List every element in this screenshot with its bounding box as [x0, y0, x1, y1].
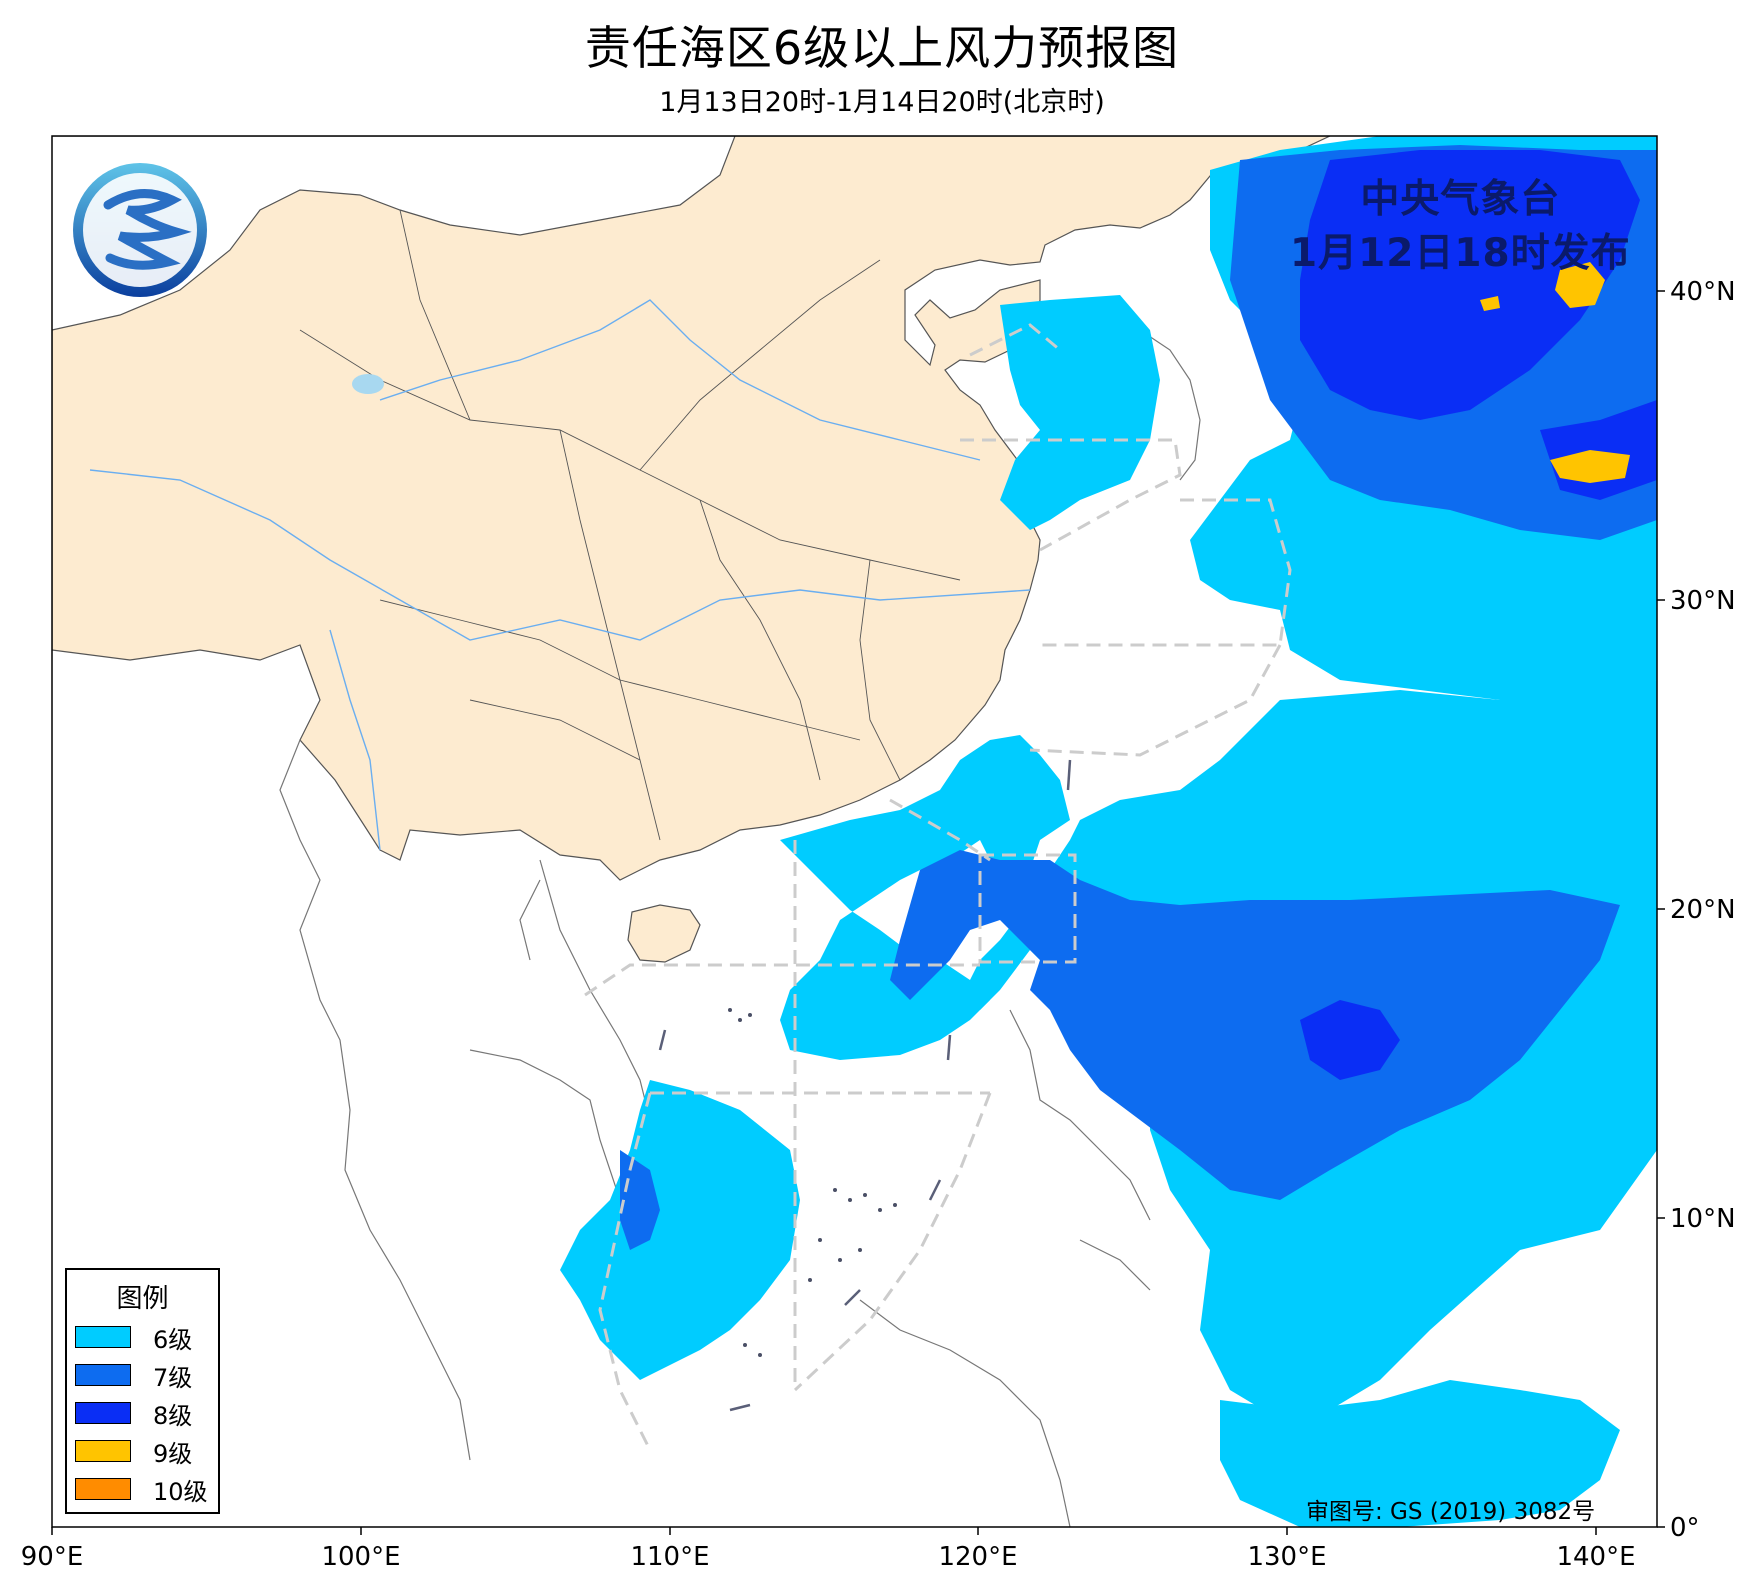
legend-label: 6级: [153, 1325, 193, 1354]
issuer-block: 中央气象台 1月12日18时发布: [1290, 173, 1631, 281]
province-boundaries: [299, 209, 961, 841]
legend-item: 10级: [75, 1474, 208, 1506]
issuer-agency: 中央气象台: [1360, 177, 1561, 222]
x-tick-label: 140°E: [1556, 1542, 1635, 1572]
sea-area-boundaries: [584, 323, 1292, 1451]
x-tick-label: 90°E: [21, 1542, 84, 1572]
y-axis-ticks: [1657, 290, 1665, 1528]
y-tick-label: 10°N: [1670, 1204, 1736, 1234]
y-tick-label: 20°N: [1670, 895, 1736, 925]
maritime-boundary-dashes: [658, 759, 1072, 1412]
wind-zone-level-9: [1480, 262, 1630, 483]
x-tick-label: 100°E: [321, 1542, 400, 1572]
legend-swatch: [75, 1364, 131, 1386]
x-tick-label: 120°E: [938, 1542, 1017, 1572]
page-subtitle: 1月13日20时-1月14日20时(北京时): [659, 87, 1105, 118]
indochina-land: [279, 739, 651, 1461]
x-tick-label: 110°E: [630, 1542, 709, 1572]
legend-swatch: [75, 1440, 131, 1462]
legend-label: 8级: [153, 1401, 193, 1430]
map-frame: [51, 135, 1658, 1528]
legend-label: 7级: [153, 1363, 193, 1392]
legend-swatch: [75, 1402, 131, 1424]
approval-number: 审图号: GS (2019) 3082号: [1306, 1499, 1596, 1525]
cma-logo-icon: [73, 163, 207, 297]
wind-zone-level-8: [1300, 150, 1657, 1080]
legend-item: 6级: [75, 1322, 193, 1354]
y-tick-label: 0°: [1670, 1513, 1700, 1543]
rivers: [89, 299, 1031, 851]
legend-title: 图例: [116, 1284, 169, 1314]
legend-swatch: [75, 1478, 131, 1500]
legend-item: 7级: [75, 1360, 193, 1392]
page-title: 责任海区6级以上风力预报图: [584, 21, 1180, 75]
qinghai-lake: [352, 374, 384, 394]
x-tick-label: 130°E: [1247, 1542, 1326, 1572]
legend-label: 9级: [153, 1439, 193, 1468]
hainan-island: [627, 904, 701, 963]
legend: 图例 6级 7级 8级 9级 10级: [65, 1268, 220, 1514]
legend-swatch: [75, 1326, 131, 1348]
legend-label: 10级: [153, 1477, 208, 1506]
spratly-islands: [728, 1008, 897, 1357]
philippines-land: [859, 1009, 1151, 1527]
issuer-time: 1月12日18时发布: [1290, 231, 1631, 276]
legend-item: 8级: [75, 1398, 193, 1430]
y-tick-label: 30°N: [1670, 586, 1736, 616]
legend-item: 9级: [75, 1436, 193, 1468]
x-axis-ticks: [51, 1527, 1597, 1535]
y-tick-label: 40°N: [1670, 277, 1736, 307]
